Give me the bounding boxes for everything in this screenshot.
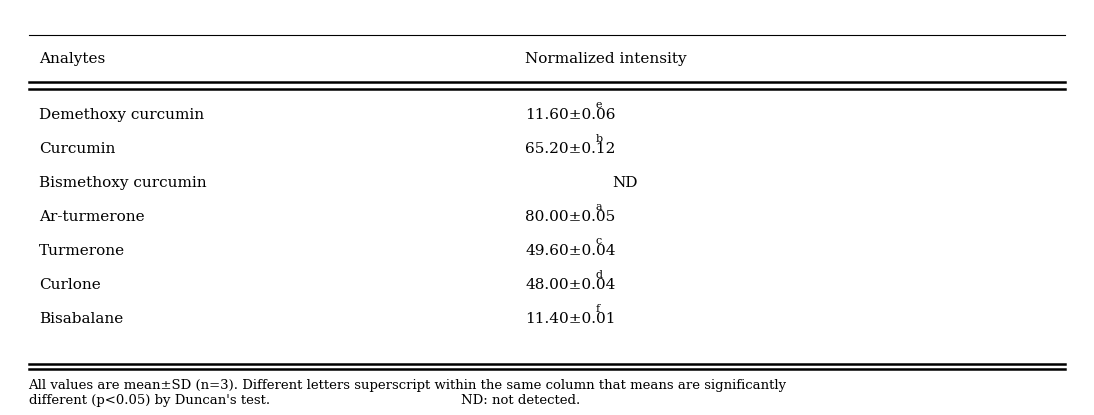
Text: Curlone: Curlone [39, 278, 101, 292]
Text: Analytes: Analytes [39, 52, 106, 66]
Text: f: f [595, 304, 600, 314]
Text: 11.40±0.01: 11.40±0.01 [525, 312, 616, 326]
Text: All values are mean±SD (n=3). Different letters superscript within the same colu: All values are mean±SD (n=3). Different … [28, 379, 787, 392]
Text: Demethoxy curcumin: Demethoxy curcumin [39, 108, 205, 122]
Text: d: d [595, 270, 603, 280]
Text: 65.20±0.12: 65.20±0.12 [525, 142, 616, 156]
Text: ND: not detected.: ND: not detected. [461, 393, 580, 407]
Text: Bismethoxy curcumin: Bismethoxy curcumin [39, 176, 207, 190]
Text: ND: ND [612, 176, 638, 190]
Text: 49.60±0.04: 49.60±0.04 [525, 244, 616, 258]
Text: Turmerone: Turmerone [39, 244, 126, 258]
Text: 80.00±0.05: 80.00±0.05 [525, 210, 616, 224]
Text: Bisabalane: Bisabalane [39, 312, 124, 326]
Text: Normalized intensity: Normalized intensity [525, 52, 687, 66]
Text: e: e [595, 100, 602, 110]
Text: Ar-turmerone: Ar-turmerone [39, 210, 146, 224]
Text: a: a [595, 202, 602, 212]
Text: b: b [595, 134, 603, 144]
Text: c: c [595, 236, 602, 246]
Text: different (p<0.05) by Duncan's test.: different (p<0.05) by Duncan's test. [28, 393, 270, 407]
Text: 11.60±0.06: 11.60±0.06 [525, 108, 616, 122]
Text: 48.00±0.04: 48.00±0.04 [525, 278, 616, 292]
Text: Curcumin: Curcumin [39, 142, 116, 156]
